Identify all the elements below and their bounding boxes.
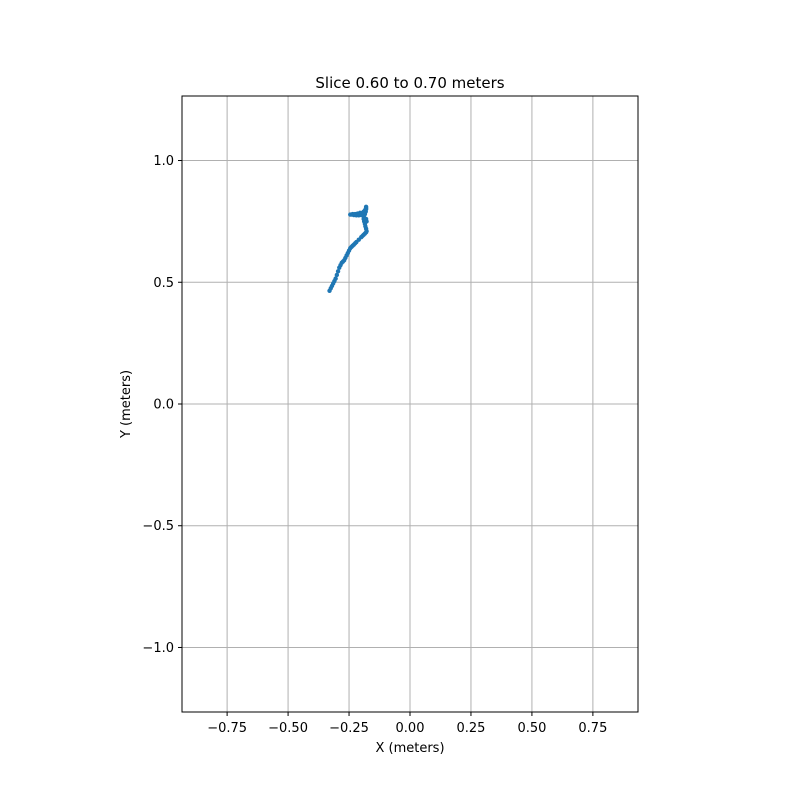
data-point xyxy=(364,219,369,224)
y-tick-label: 1.0 xyxy=(153,154,174,169)
x-tick-label: 0.75 xyxy=(578,721,607,736)
y-axis-ticks: −1.0 −0.5 0.0 0.5 1.0 xyxy=(142,154,182,656)
y-tick-label: 0.0 xyxy=(153,398,174,413)
data-points xyxy=(327,204,369,293)
x-tick-label: 0.25 xyxy=(456,721,485,736)
x-axis-ticks: −0.75 −0.50 −0.25 0.00 0.25 0.50 0.75 xyxy=(207,712,607,736)
y-axis-label: Y (meters) xyxy=(119,370,134,439)
y-tick-label: −0.5 xyxy=(142,519,174,534)
data-point xyxy=(333,276,338,281)
x-tick-label: −0.75 xyxy=(207,721,247,736)
x-tick-label: 0.50 xyxy=(517,721,546,736)
x-axis-label: X (meters) xyxy=(375,741,444,756)
chart-title: Slice 0.60 to 0.70 meters xyxy=(315,74,504,92)
data-point xyxy=(334,272,340,278)
x-tick-label: −0.25 xyxy=(329,721,369,736)
y-tick-label: 0.5 xyxy=(153,276,174,291)
x-tick-label: 0.00 xyxy=(396,721,425,736)
x-tick-label: −0.50 xyxy=(268,721,308,736)
data-point xyxy=(335,269,341,274)
y-tick-label: −1.0 xyxy=(142,641,174,656)
grid xyxy=(182,96,638,712)
data-point xyxy=(363,205,369,211)
